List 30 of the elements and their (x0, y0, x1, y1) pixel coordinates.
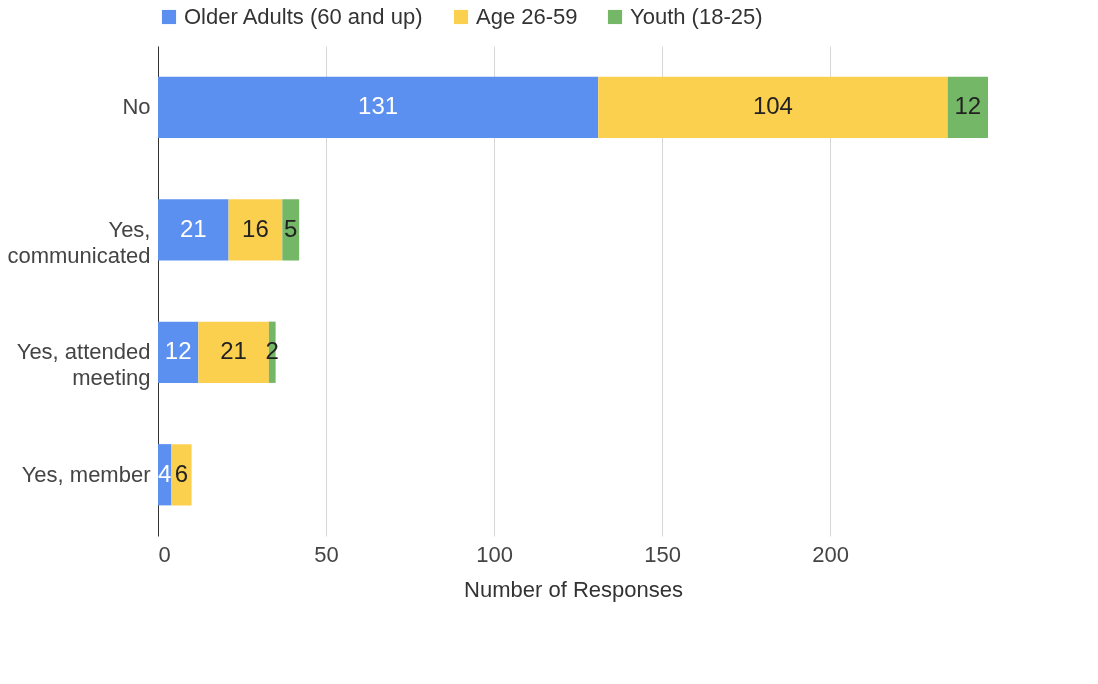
bar (158, 76, 599, 138)
legend-label: Older Adults (60 and up) (184, 4, 423, 29)
data-label: 12 (164, 337, 192, 365)
data-label: 16 (242, 214, 269, 242)
data-label: 6 (174, 459, 189, 487)
bar (171, 444, 192, 506)
x-tick-label: 50 (314, 541, 339, 567)
data-label: 21 (179, 214, 207, 242)
legend-label: Age 26-59 (476, 4, 578, 29)
data-label: 104 (752, 92, 793, 120)
bar (947, 76, 988, 138)
data-label: 131 (358, 92, 399, 120)
data-label: 12 (954, 92, 982, 120)
data-label: 21 (220, 337, 247, 365)
x-axis-title: Number of Responses (464, 576, 683, 602)
x-tick-label: 150 (644, 541, 681, 567)
bar (598, 76, 948, 138)
y-tick-label: No (122, 94, 151, 120)
y-tick-label: Yes, communicated (7, 216, 151, 268)
legend-label: Youth (18-25) (630, 4, 763, 29)
bar (158, 321, 199, 383)
x-tick-label: 100 (476, 541, 513, 567)
data-label: 5 (284, 214, 298, 242)
bar (158, 199, 229, 261)
bar (228, 199, 283, 261)
x-tick-label: 0 (158, 541, 171, 567)
data-label: 4 (158, 459, 172, 487)
y-tick-label: Yes, attended meeting (16, 339, 151, 391)
x-tick-label: 200 (812, 541, 849, 567)
y-tick-label: Yes, member (21, 461, 151, 487)
